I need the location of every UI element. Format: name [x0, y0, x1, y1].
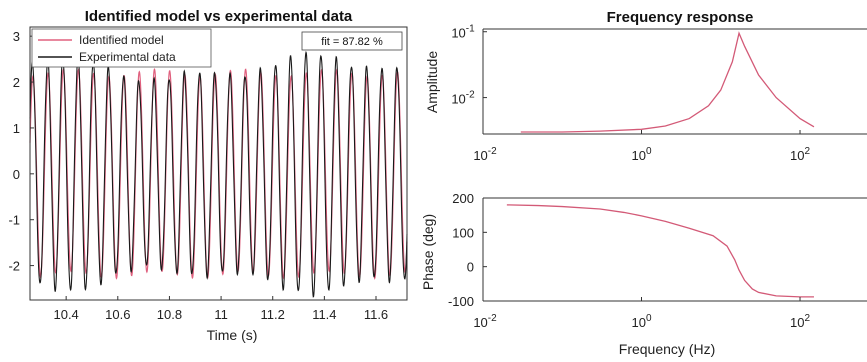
fit-annotation-box — [301, 31, 403, 51]
left-xaxis-label: Time (s) — [207, 327, 258, 343]
left-xtick-label: 11.2 — [261, 307, 285, 322]
amplitude-ytick-label: 10-2 — [451, 90, 475, 107]
left-ytick-label: 3 — [13, 29, 20, 44]
left-ytick-label: 2 — [13, 75, 20, 90]
phase-xtick-label: 102 — [790, 313, 810, 330]
left-plot-frame — [29, 26, 408, 301]
amplitude-ytick-label: 10-1 — [451, 24, 475, 41]
phase-ytick-label: -100 — [448, 294, 474, 309]
phase-xtick-label: 100 — [631, 313, 651, 330]
right-chart-title: Frequency response — [607, 9, 754, 26]
legend-box — [31, 28, 212, 68]
left-xtick-label: 11.4 — [312, 307, 336, 322]
left-xtick-label: 11 — [214, 307, 228, 322]
phase-xtick-label: 10-2 — [473, 313, 497, 330]
amplitude-xtick-label: 102 — [790, 146, 810, 163]
left-ytick-label: 1 — [13, 121, 20, 136]
left-xtick-label: 11.6 — [364, 307, 388, 322]
fit-annotation: fit = 87.82 % — [321, 36, 383, 48]
left-ytick-label: 0 — [13, 167, 20, 182]
legend: Identified model Experimental data — [31, 28, 212, 68]
phase-curve — [506, 204, 814, 298]
phase-ytick-label: 0 — [467, 260, 474, 275]
amplitude-curve — [520, 31, 815, 133]
phase-ytick-label: 200 — [452, 191, 474, 206]
amplitude-yaxis-label: Amplitude — [424, 51, 440, 113]
legend-entry-label: Identified model — [79, 33, 164, 47]
left-ytick-label: -1 — [8, 213, 20, 228]
amplitude-xtick-label: 100 — [631, 146, 651, 163]
left-ytick-label: -2 — [8, 259, 20, 274]
phase-ytick-label: 100 — [452, 225, 474, 240]
left-xtick-label: 10.4 — [53, 307, 78, 322]
phase-xaxis-label: Frequency (Hz) — [619, 341, 715, 357]
left-chart-title: Identified model vs experimental data — [85, 8, 353, 25]
left-xtick-label: 10.6 — [105, 307, 130, 322]
legend-entry-label: Experimental data — [79, 50, 176, 64]
amplitude-xtick-label: 10-2 — [473, 146, 497, 163]
phase-yaxis-label: Phase (deg) — [420, 214, 436, 290]
left-xtick-label: 10.8 — [157, 307, 182, 322]
